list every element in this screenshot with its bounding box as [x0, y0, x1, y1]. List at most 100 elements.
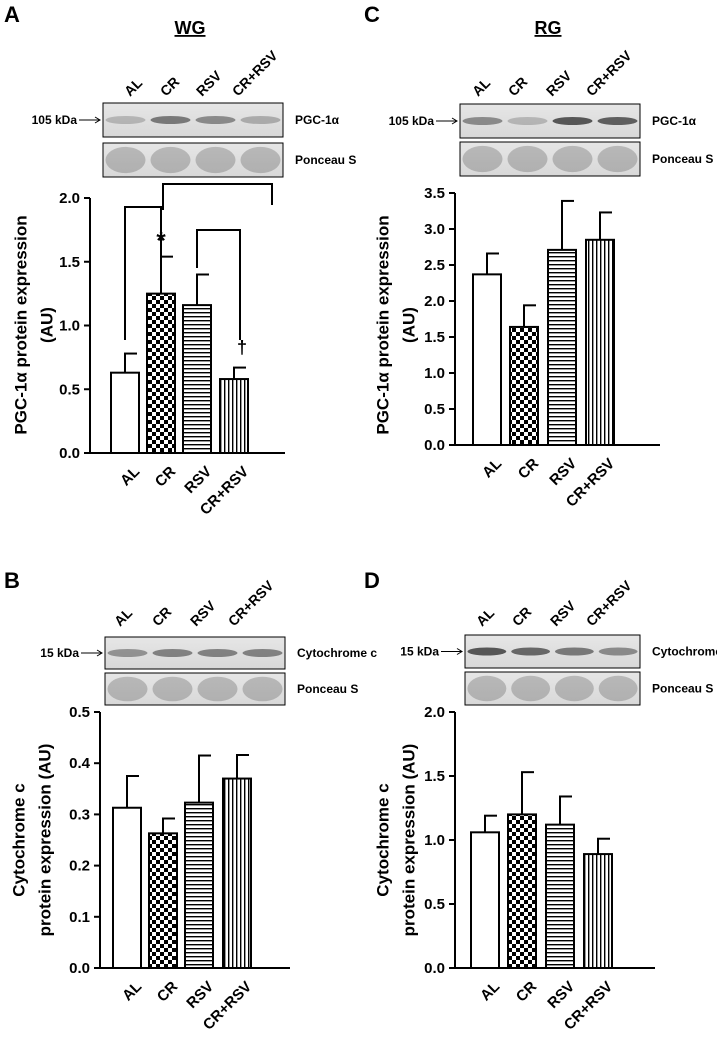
blot-band: [598, 647, 638, 656]
lane-label: AL: [473, 604, 498, 629]
blot-band: [552, 117, 593, 125]
y-tick-label: 1.0: [424, 832, 445, 849]
blot-band: [467, 647, 507, 656]
bar: [182, 304, 212, 454]
blot-band: [242, 676, 283, 702]
axes: [454, 712, 655, 969]
y-tick-label: 0.1: [69, 909, 90, 926]
marker-label: 15 kDa: [40, 646, 79, 660]
y-tick-label: 0.0: [59, 445, 80, 462]
panel-letter: A: [4, 2, 20, 27]
y-tick-label: 3.0: [424, 221, 445, 238]
significance-bracket: [124, 206, 162, 340]
blot-image: [464, 671, 641, 706]
blot-band: [462, 145, 503, 173]
y-axis-label: protein expression (AU): [399, 744, 418, 937]
x-tick-label: CR: [513, 978, 540, 1005]
x-tick-label: CR: [154, 978, 181, 1005]
blot-band: [467, 675, 507, 702]
bar: [110, 371, 140, 454]
blot-band: [598, 675, 638, 702]
bar: [184, 801, 214, 970]
x-tick-label: AL: [119, 978, 145, 1004]
axes: [454, 193, 660, 446]
band-label: Ponceau S: [652, 682, 713, 696]
blot-band: [150, 116, 191, 124]
marker-arrowhead: [456, 648, 463, 655]
blot-band: [507, 145, 548, 173]
blot-band: [105, 116, 146, 124]
band-label: Ponceau S: [652, 152, 713, 166]
y-tick-label: 0.0: [69, 960, 90, 977]
lane-label: AL: [469, 74, 494, 99]
bar: [112, 806, 142, 970]
axes: [89, 198, 285, 454]
band-label: Ponceau S: [297, 682, 358, 696]
y-axis-label: PGC-1α protein expression: [11, 215, 30, 434]
bar: [222, 777, 252, 969]
bar: [146, 292, 176, 454]
y-tick-label: 0.3: [69, 806, 90, 823]
blot-image: [102, 142, 284, 178]
lane-label: RSV: [543, 67, 575, 99]
y-tick-label: 0.2: [69, 858, 90, 875]
blot-band: [152, 676, 193, 702]
bar: [547, 248, 577, 446]
bar: [472, 273, 502, 446]
lane-label: CR+RSV: [583, 577, 635, 629]
x-tick-label: CR: [152, 463, 179, 490]
blot-band: [597, 117, 638, 125]
lane-label: CR: [505, 73, 531, 99]
annotation: †: [237, 338, 247, 358]
y-tick-label: 3.5: [424, 185, 445, 202]
blot-image: [104, 672, 286, 706]
blot-band: [152, 649, 193, 657]
marker-label: 105 kDa: [389, 114, 435, 128]
bar: [470, 831, 500, 969]
blot-band: [240, 116, 281, 124]
y-tick-label: 2.0: [424, 293, 445, 310]
blot-band: [242, 649, 283, 657]
x-tick-label: RSV: [183, 978, 217, 1012]
marker-label: 15 kDa: [400, 645, 439, 659]
blot-band: [552, 145, 593, 173]
blot-band: [107, 676, 148, 702]
bar: [545, 823, 575, 970]
band-label: Cytochrome c: [652, 645, 717, 659]
lane-label: CR: [149, 603, 175, 629]
blot-band: [197, 649, 238, 657]
blot-band: [597, 145, 638, 173]
marker-label: 105 kDa: [32, 113, 78, 127]
x-tick-label: RSV: [544, 978, 578, 1012]
significance-bracket: [162, 183, 273, 210]
x-tick-label: CR: [515, 455, 542, 482]
lane-label: RSV: [547, 597, 579, 629]
bar: [219, 378, 249, 454]
blot-band: [507, 117, 548, 125]
lane-label: CR: [509, 603, 535, 629]
bar: [507, 813, 537, 970]
blot-band: [511, 675, 551, 702]
blot-band: [105, 146, 146, 174]
annotation: *: [156, 228, 166, 255]
bar: [148, 832, 178, 969]
x-tick-label: AL: [117, 463, 143, 489]
blot-image: [459, 141, 641, 177]
marker-arrowhead: [94, 116, 101, 124]
marker-arrowhead: [96, 649, 103, 657]
y-tick-label: 0.5: [59, 381, 80, 398]
x-tick-label: AL: [479, 455, 505, 481]
blot-band: [107, 649, 148, 657]
lane-label: RSV: [193, 67, 225, 99]
y-axis-label: Cytochrome c: [373, 783, 392, 896]
y-tick-label: 0.5: [424, 401, 445, 418]
bar: [585, 238, 615, 446]
y-axis-label: Cytochrome c: [9, 783, 28, 896]
lane-label: RSV: [187, 597, 219, 629]
blot-band: [240, 146, 281, 174]
lane-label: AL: [111, 604, 136, 629]
y-tick-label: 0.5: [69, 704, 90, 721]
panel-letter: D: [364, 568, 380, 593]
y-tick-label: 0.5: [424, 896, 445, 913]
lane-label: CR+RSV: [583, 47, 635, 99]
